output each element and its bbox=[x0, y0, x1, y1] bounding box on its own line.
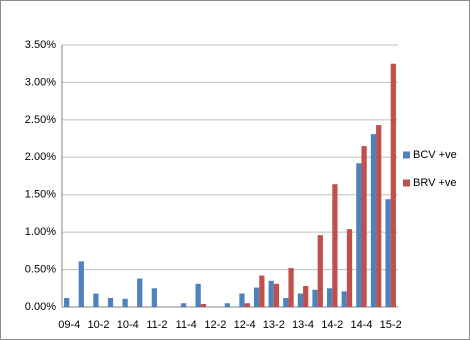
bar bbox=[151, 288, 157, 307]
bar bbox=[341, 291, 347, 307]
y-tick-label: 3.00% bbox=[25, 76, 56, 88]
legend-swatch bbox=[403, 179, 410, 187]
bar bbox=[361, 146, 367, 307]
bar bbox=[64, 298, 70, 307]
legend-label: BCV +ve bbox=[413, 149, 457, 161]
bar bbox=[297, 293, 304, 307]
y-tick-label: 0.50% bbox=[25, 263, 56, 275]
legend-swatch bbox=[403, 151, 410, 159]
bar bbox=[312, 289, 318, 307]
x-tick-label: 10-2 bbox=[88, 319, 110, 331]
bar bbox=[195, 283, 201, 307]
y-tick-label: 2.00% bbox=[25, 151, 56, 163]
x-tick-label: 12-2 bbox=[204, 319, 226, 331]
bar bbox=[376, 125, 382, 308]
bar bbox=[122, 298, 128, 307]
legend-label: BRV +ve bbox=[413, 177, 457, 189]
bar bbox=[137, 278, 143, 307]
y-tick-label: 1.00% bbox=[25, 226, 56, 238]
bar bbox=[317, 235, 323, 307]
y-tick-label: 0.00% bbox=[25, 301, 56, 313]
bar bbox=[273, 283, 280, 307]
bar bbox=[283, 298, 289, 307]
x-tick-label: 11-4 bbox=[176, 319, 197, 331]
bar bbox=[200, 304, 207, 307]
x-tick-label: 15-2 bbox=[380, 319, 402, 331]
bar bbox=[107, 298, 114, 307]
y-tick-label: 3.50% bbox=[25, 39, 56, 51]
y-tick-label: 1.50% bbox=[25, 189, 56, 201]
x-tick-label: 13-2 bbox=[263, 319, 285, 331]
bar bbox=[327, 288, 333, 307]
bar bbox=[244, 303, 250, 307]
bar bbox=[356, 163, 362, 307]
bar bbox=[288, 268, 294, 307]
bar bbox=[332, 184, 338, 307]
bar bbox=[370, 134, 377, 307]
y-tick-label: 2.50% bbox=[25, 114, 56, 126]
bar bbox=[93, 293, 99, 307]
x-tick-label: 13-4 bbox=[292, 319, 314, 331]
bar bbox=[259, 275, 265, 307]
bar bbox=[346, 229, 353, 307]
bar bbox=[224, 303, 230, 307]
x-tick-label: 14-2 bbox=[321, 319, 343, 331]
x-tick-label: 11-2 bbox=[146, 319, 167, 331]
bar bbox=[180, 303, 187, 307]
bar bbox=[385, 199, 391, 307]
x-tick-label: 14-4 bbox=[350, 319, 372, 331]
bar bbox=[78, 261, 84, 307]
bar bbox=[239, 293, 245, 307]
bar bbox=[390, 63, 396, 307]
bar bbox=[253, 287, 260, 307]
x-tick-label: 10-4 bbox=[117, 319, 139, 331]
x-tick-label: 09-4 bbox=[58, 319, 80, 331]
x-tick-label: 12-4 bbox=[234, 319, 256, 331]
bar bbox=[303, 286, 309, 307]
bar bbox=[268, 280, 274, 307]
